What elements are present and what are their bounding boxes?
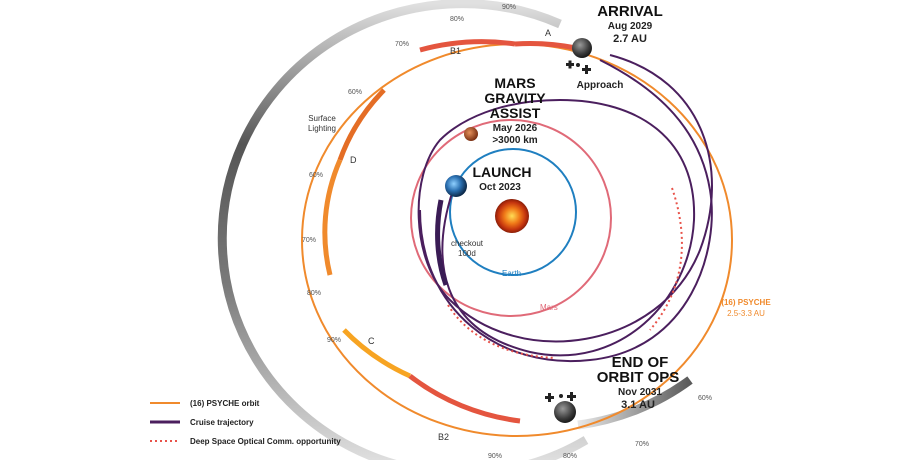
lighting-pct-12: 60% — [698, 395, 712, 402]
earth-orbit — [449, 148, 577, 276]
checkout-days: 100d — [458, 249, 476, 258]
segment-a-arc — [419, 39, 516, 53]
psyche-asteroid-end — [554, 401, 576, 423]
arrival-title: ARRIVAL — [597, 3, 663, 20]
psyche-asteroid-arrival — [572, 38, 592, 58]
lighting-pct-9: 90% — [488, 453, 502, 460]
earth-label: Earth — [502, 269, 521, 278]
lighting-pct-1: 90% — [502, 4, 516, 11]
segment-d-arc-2 — [322, 159, 343, 276]
cruise-trajectory-1 — [417, 54, 713, 357]
mars-planet — [464, 127, 478, 141]
lighting-pct-2: 80% — [450, 16, 464, 23]
mars-assist-title-2: GRAVITY — [484, 90, 546, 106]
segment-a-label: A — [545, 28, 551, 38]
launch-date: Oct 2023 — [479, 182, 521, 193]
surface-lighting-label-2: Lighting — [308, 124, 336, 133]
mars-orbit — [410, 119, 612, 317]
lighting-pct-5: 60% — [309, 172, 323, 179]
lighting-pct-6: 70% — [302, 237, 316, 244]
approach-label: Approach — [577, 80, 624, 91]
segment-c-label: C — [368, 336, 375, 346]
segment-b1-label: B1 — [450, 46, 461, 56]
lighting-pct-11: 70% — [635, 441, 649, 448]
legend: (16) PSYCHE orbit Cruise trajectory Deep… — [150, 399, 341, 446]
lighting-pct-7: 80% — [307, 290, 321, 297]
earth-planet — [445, 175, 467, 197]
end-ops-title-1: END OF — [612, 354, 669, 371]
surface-lighting-band-end — [577, 376, 693, 430]
lighting-pct-3: 70% — [395, 41, 409, 48]
mars-assist-title-3: ASSIST — [490, 105, 541, 121]
segment-d-arc — [337, 88, 386, 161]
lighting-pct-10: 80% — [563, 453, 577, 460]
arrival-distance: 2.7 AU — [613, 33, 647, 45]
segment-b2-arc — [408, 374, 521, 424]
lighting-pct-4: 60% — [348, 89, 362, 96]
checkout-bar — [435, 199, 449, 286]
psyche-range: 2.5-3.3 AU — [727, 309, 765, 318]
mars-assist-date: May 2026 — [493, 123, 538, 134]
legend-cruise-label: Cruise trajectory — [190, 418, 254, 427]
surface-lighting-band — [217, 0, 589, 460]
spacecraft-approach-icon — [566, 60, 591, 74]
optical-comm-arc-1 — [649, 187, 683, 331]
legend-psyche-label: (16) PSYCHE orbit — [190, 399, 260, 408]
spacecraft-end-icon — [545, 392, 576, 402]
checkout-label: checkout — [451, 239, 484, 248]
legend-optical-label: Deep Space Optical Comm. opportunity — [190, 437, 341, 446]
cruise-trajectory-2 — [419, 59, 713, 363]
surface-lighting-label-1: Surface — [308, 114, 336, 123]
optical-comm-arc-2 — [447, 304, 556, 359]
psyche-label: (16) PSYCHE — [721, 298, 771, 307]
launch-title: LAUNCH — [472, 164, 531, 180]
segment-b2-label: B2 — [438, 432, 449, 442]
arrival-date: Aug 2029 — [608, 21, 653, 32]
lighting-pct-8: 90% — [327, 337, 341, 344]
end-ops-distance: 3.1 AU — [621, 399, 655, 411]
mars-label: Mars — [540, 303, 558, 312]
sun — [495, 199, 529, 233]
end-ops-title-2: ORBIT OPS — [597, 369, 680, 386]
segment-c-arc — [342, 328, 412, 379]
mars-assist-title-1: MARS — [494, 75, 535, 91]
segment-a-arc-2 — [514, 41, 577, 51]
end-ops-date: Nov 2031 — [618, 387, 662, 398]
segment-d-label: D — [350, 155, 357, 165]
mars-assist-distance: >3000 km — [492, 135, 537, 146]
